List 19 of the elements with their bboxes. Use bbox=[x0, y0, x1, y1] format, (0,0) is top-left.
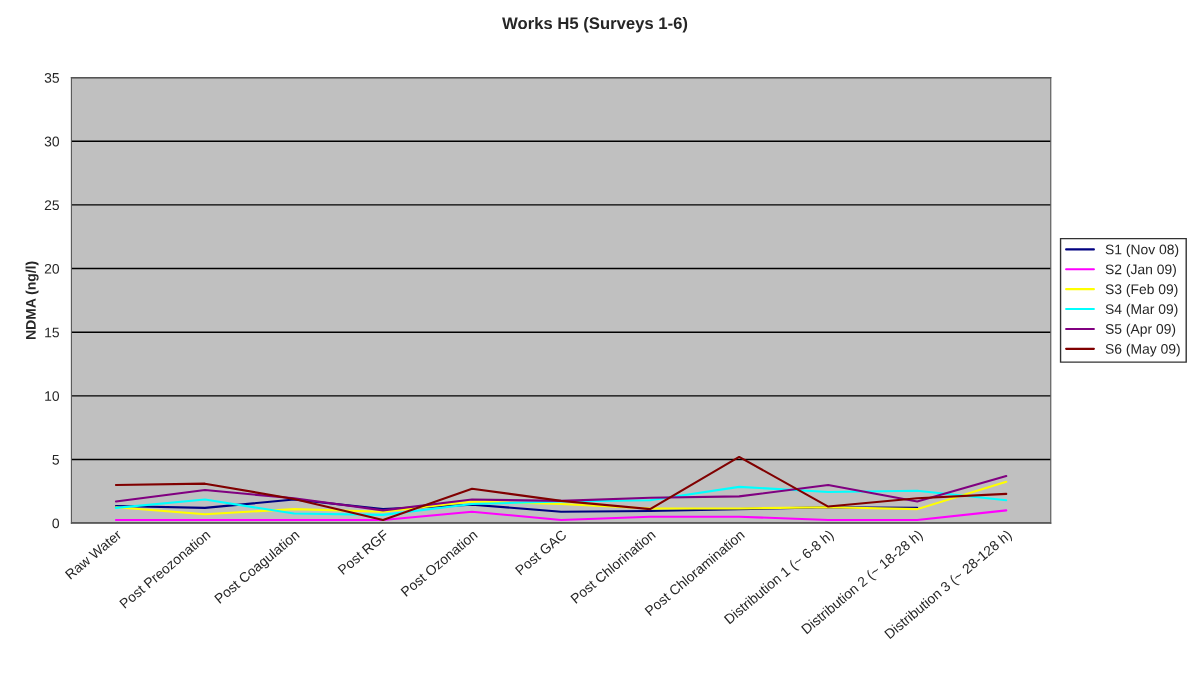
legend-label: S2 (Jan 09) bbox=[1105, 264, 1176, 277]
legend-label: S5 (Apr 09) bbox=[1105, 323, 1176, 337]
legend-label: S3 (Feb 09) bbox=[1105, 283, 1178, 297]
line-series bbox=[114, 474, 1008, 512]
legend-label: S6 (May 09) bbox=[1105, 343, 1180, 357]
legend-label: S1 (Nov 08) bbox=[1105, 244, 1179, 258]
y-tick-label: 10 bbox=[45, 391, 60, 402]
y-tick-label: 15 bbox=[45, 327, 60, 338]
line-series bbox=[114, 455, 1008, 521]
legend-label: S4 (Mar 09) bbox=[1105, 303, 1178, 317]
y-tick-label: 20 bbox=[44, 263, 60, 274]
y-tick-label: 0 bbox=[52, 518, 60, 529]
y-tick-label: 5 bbox=[52, 454, 60, 465]
y-tick-label: 25 bbox=[44, 200, 60, 211]
y-tick-label: 30 bbox=[44, 136, 60, 147]
chart-title: Works H5 (Surveys 1-6) bbox=[502, 16, 688, 33]
y-axis-title: NDMA (ng/l) bbox=[25, 261, 39, 339]
line-series bbox=[114, 509, 1008, 521]
y-tick-label: 35 bbox=[44, 72, 60, 83]
